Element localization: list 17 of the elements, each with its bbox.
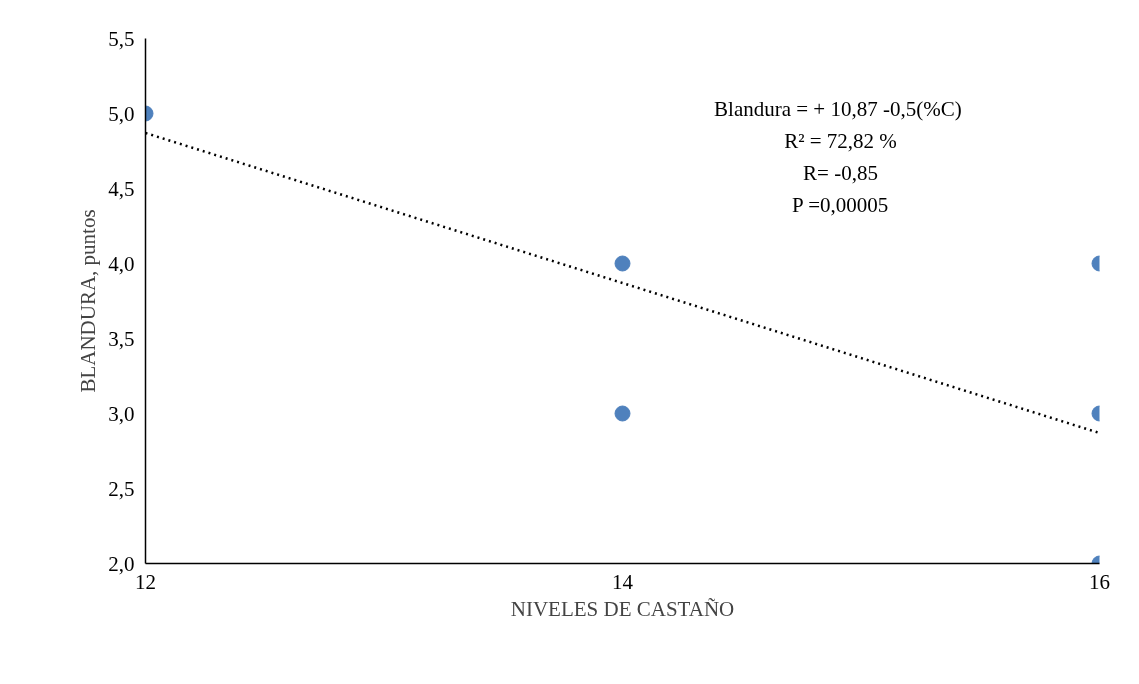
- y-tick-label: 2,5: [108, 476, 135, 501]
- y-tick-label: 4,0: [108, 251, 135, 276]
- annotation: R² = 72,82 %: [784, 128, 897, 153]
- y-tick-label: 4,5: [108, 176, 135, 201]
- y-tick-label: 5,5: [108, 26, 135, 51]
- y-tick-label: 3,0: [108, 401, 135, 426]
- x-tick-label: 14: [612, 569, 634, 594]
- y-tick-label: 3,5: [108, 326, 135, 351]
- annotation: P =0,00005: [791, 192, 889, 217]
- x-tick-label: 12: [135, 569, 156, 594]
- x-tick-label: 16: [1089, 569, 1110, 594]
- x-axis-title: NIVELES DE CASTAÑO: [510, 596, 735, 621]
- annotation: Blandura = + 10,87 -0,5(%C): [714, 96, 962, 121]
- annotation: R= -0,85: [803, 160, 878, 185]
- y-tick-label: 2,0: [108, 551, 135, 576]
- y-tick-label: 5,0: [108, 101, 135, 126]
- y-axis-title: BLANDURA, puntos: [76, 209, 101, 393]
